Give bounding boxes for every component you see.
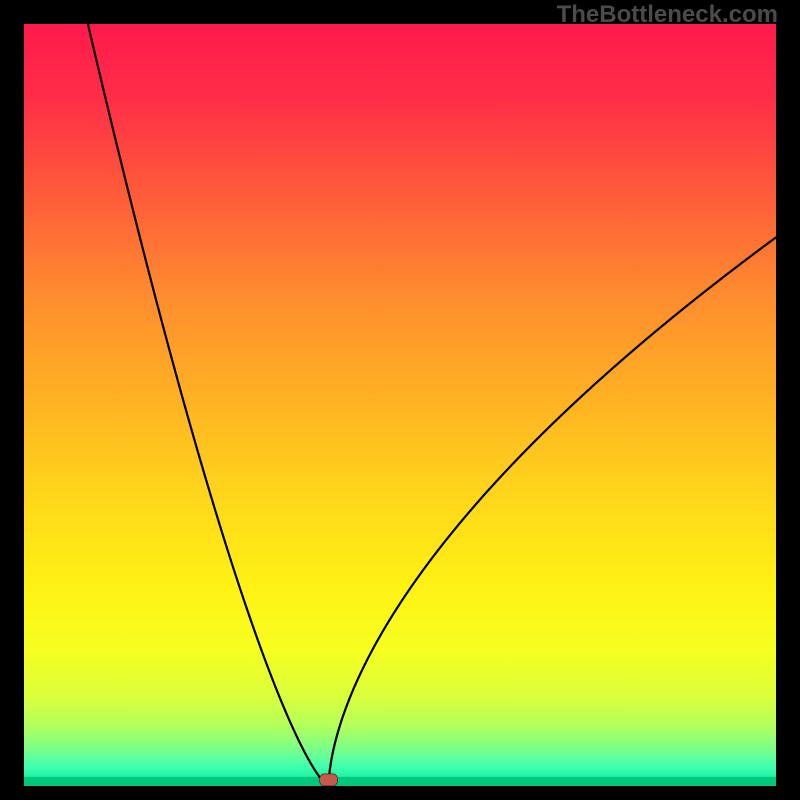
chart-svg	[24, 24, 776, 786]
source-caption: TheBottleneck.com	[557, 1, 778, 29]
gradient-background	[24, 24, 776, 786]
vertex-marker	[320, 774, 338, 786]
source-caption-text: TheBottleneck.com	[557, 1, 778, 28]
chart-plot-area	[24, 24, 776, 786]
baseline-strip	[24, 777, 776, 786]
